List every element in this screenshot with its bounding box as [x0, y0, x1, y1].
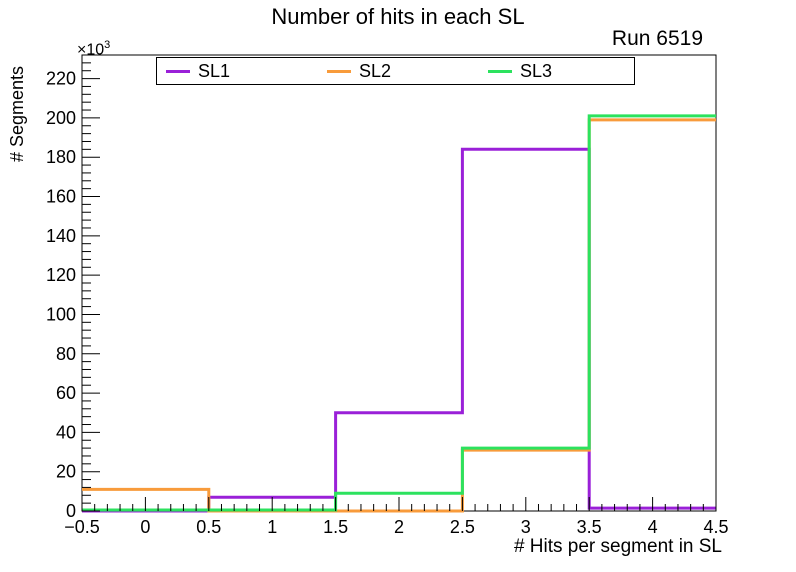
y-tick-label: 80: [56, 344, 76, 364]
y-tick-label: 220: [46, 69, 76, 89]
x-tick-label: 0.5: [196, 517, 221, 537]
x-tick-label: 4: [648, 517, 658, 537]
legend: SL1 SL2 SL3: [156, 57, 635, 85]
x-tick-label: 2.5: [450, 517, 475, 537]
y-exponent-base: ×10: [77, 41, 105, 59]
legend-entry-sl2: SL2: [318, 62, 479, 80]
sl2-line-swatch: [327, 69, 351, 73]
series-sl1-line: [82, 147, 716, 513]
y-axis-exponent: ×103: [77, 37, 110, 58]
legend-label-sl1: SL1: [198, 61, 231, 81]
legend-entry-sl3: SL3: [479, 62, 634, 80]
y-tick-label: 60: [56, 383, 76, 403]
y-tick-label: 200: [46, 108, 76, 128]
y-tick-label: 180: [46, 147, 76, 167]
y-tick-label: 40: [56, 422, 76, 442]
y-tick-label: 160: [46, 187, 76, 207]
x-tick-label: 4.5: [703, 517, 728, 537]
sl1-line-swatch: [166, 69, 190, 73]
legend-label-sl3: SL3: [520, 61, 553, 81]
y-tick-label: 100: [46, 304, 76, 324]
x-tick-label: 1: [267, 517, 277, 537]
series-sl2-line: [82, 118, 716, 513]
series-sl3-line: [82, 114, 716, 512]
y-tick-label: 140: [46, 226, 76, 246]
y-axis-title: # Segments: [7, 65, 27, 162]
y-tick-label: 0: [66, 501, 76, 521]
x-axis-title: # Hits per segment in SL: [513, 536, 722, 557]
x-tick-label: 3: [521, 517, 531, 537]
y-tick-label: 20: [56, 462, 76, 482]
y-exponent-power: 3: [104, 39, 111, 51]
x-tick-label: 1.5: [323, 517, 348, 537]
run-number-label: Run 6519: [611, 27, 703, 50]
chart-title: Number of hits in each SL: [271, 4, 525, 29]
legend-entry-sl1: SL1: [157, 62, 318, 80]
x-tick-label: 0: [140, 517, 150, 537]
axes-frame: [81, 54, 717, 512]
x-tick-label: −0.5: [64, 517, 100, 537]
x-tick-label: 2: [394, 517, 404, 537]
sl3-line-swatch: [488, 69, 512, 73]
x-tick-label: 3.5: [577, 517, 602, 537]
legend-label-sl2: SL2: [359, 61, 392, 81]
y-tick-label: 120: [46, 265, 76, 285]
